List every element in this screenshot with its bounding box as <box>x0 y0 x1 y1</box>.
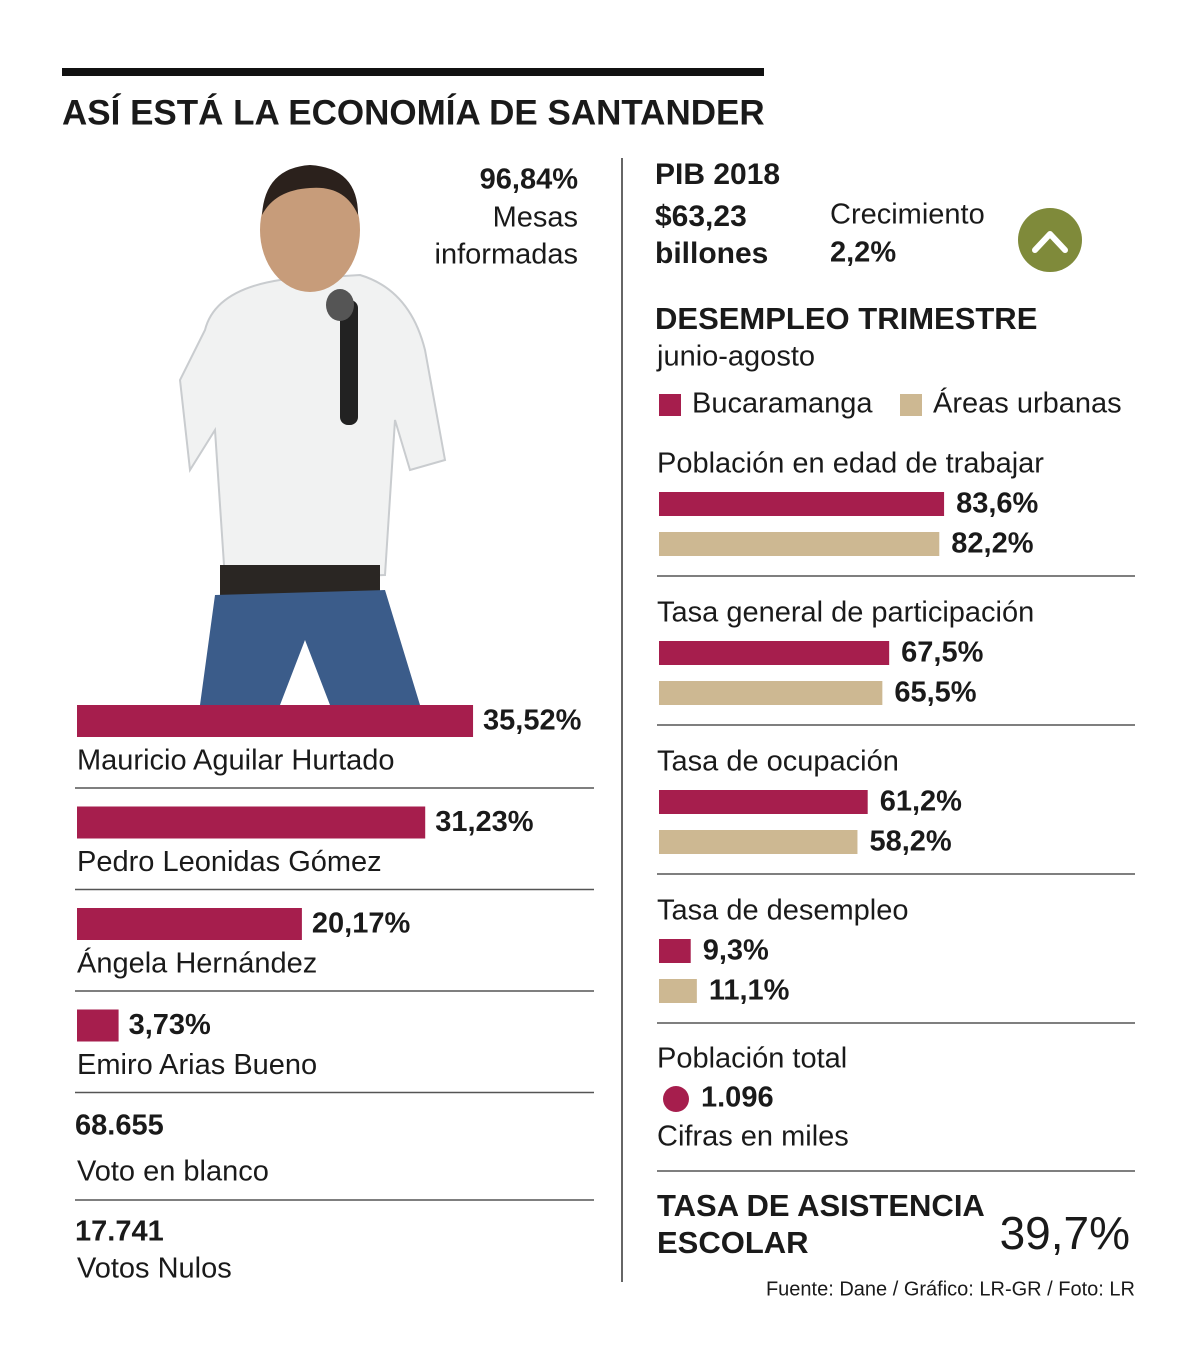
category-label: Pedro Leonidas Gómez <box>77 846 382 878</box>
bar <box>77 908 302 940</box>
mesas-label: informadas <box>435 239 578 271</box>
category-label: Mauricio Aguilar Hurtado <box>77 745 395 777</box>
legend-swatch <box>900 394 922 416</box>
growth-icon <box>1018 208 1082 272</box>
category-label: Población en edad de trabajar <box>657 448 1044 480</box>
bar <box>659 939 691 963</box>
legend-swatch <box>659 394 681 416</box>
value-label: 65,5% <box>894 677 976 709</box>
pib-amount: $63,23 <box>655 200 747 233</box>
bar <box>659 681 883 705</box>
poblacion-value: 1.096 <box>701 1082 774 1114</box>
value-label: 31,23% <box>435 806 534 838</box>
bar <box>659 979 697 1003</box>
bar <box>77 806 426 839</box>
value-label: 61,2% <box>880 786 962 818</box>
bar <box>659 492 945 516</box>
growth-value: 2,2% <box>830 237 896 269</box>
bar <box>659 532 940 556</box>
photo <box>178 165 447 705</box>
asistencia-value: 39,7% <box>1000 1207 1130 1259</box>
vote-value: 17.741 <box>75 1216 164 1248</box>
value-label: 11,1% <box>709 975 790 1007</box>
growth-arrow <box>1032 231 1068 253</box>
value-label: 3,73% <box>129 1009 211 1041</box>
value-label: 35,52% <box>483 705 582 737</box>
bar <box>659 830 858 854</box>
category-label: Tasa de desempleo <box>657 895 909 927</box>
legend-label: Bucaramanga <box>692 388 873 420</box>
value-label: 83,6% <box>956 488 1038 520</box>
mesas-label: Mesas <box>493 202 578 234</box>
vote-label: Voto en blanco <box>77 1156 269 1188</box>
source: Fuente: Dane / Gráfico: LR-GR / Foto: LR <box>766 1278 1135 1300</box>
asistencia-label: TASA DE ASISTENCIA <box>657 1188 985 1223</box>
bar <box>77 705 474 737</box>
pib-amount: billones <box>655 237 768 270</box>
bar <box>77 1009 119 1042</box>
poblacion-label: Población total <box>657 1043 847 1075</box>
mesas-value: 96,84% <box>480 164 579 196</box>
value-label: 82,2% <box>951 528 1033 560</box>
title: ASÍ ESTÁ LA ECONOMÍA DE SANTANDER <box>62 92 765 132</box>
vote-label: Votos Nulos <box>77 1253 232 1285</box>
pib-title: PIB 2018 <box>655 158 780 191</box>
poblacion-note: Cifras en miles <box>657 1121 849 1153</box>
bar <box>659 790 868 814</box>
chart-title: DESEMPLEO TRIMESTRE <box>655 301 1037 336</box>
value-label: 58,2% <box>869 826 951 858</box>
poblacion-dot <box>663 1086 689 1112</box>
bar <box>659 641 890 665</box>
category-label: Ángela Hernández <box>77 947 317 980</box>
category-label: Tasa de ocupación <box>657 746 899 778</box>
asistencia-label: ESCOLAR <box>657 1225 809 1260</box>
growth-label: Crecimiento <box>830 199 985 231</box>
vote-value: 68.655 <box>75 1110 164 1142</box>
category-label: Emiro Arias Bueno <box>77 1049 317 1081</box>
legend-label: Áreas urbanas <box>933 387 1122 420</box>
title-rule <box>62 68 764 76</box>
value-label: 9,3% <box>703 935 769 967</box>
value-label: 67,5% <box>901 637 983 669</box>
chart-subtitle: junio-agosto <box>656 341 815 373</box>
category-label: Tasa general de participación <box>657 597 1034 629</box>
value-label: 20,17% <box>312 908 411 940</box>
